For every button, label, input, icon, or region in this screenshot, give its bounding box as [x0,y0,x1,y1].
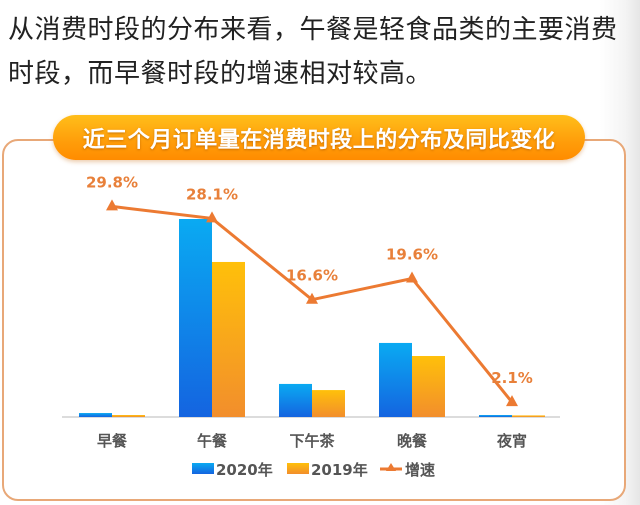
x-tick-label: 午餐 [197,432,228,450]
legend-label-growth: 增速 [405,461,435,479]
legend-swatch-2019 [287,463,309,474]
growth-data-label: 19.6% [386,245,438,263]
intro-line-2: 时段，而早餐时段的增速相对较高。 [8,59,433,89]
growth-data-label: 2.1% [491,369,533,387]
bar-2020 [279,383,312,417]
chart-title: 近三个月订单量在消费时段上的分布及同比变化 [82,127,556,153]
intro-line-1: 从消费时段的分布来看，午餐是轻食品类的主要消费 [8,15,618,45]
growth-marker [306,292,318,304]
growth-marker [206,211,218,223]
x-tick-label: 晚餐 [397,432,428,450]
bar-2019 [412,356,445,417]
growth-series-line [111,204,514,404]
bar-2020 [79,413,112,417]
bar-2020 [479,415,512,417]
growth-data-label: 29.8% [86,173,138,191]
bar-2019 [512,415,545,417]
chart-frame [2,139,626,501]
x-tick-label: 下午茶 [289,432,335,450]
chart-legend: 2020年 2019年 增速 [192,461,435,479]
chart-title-banner: 近三个月订单量在消费时段上的分布及同比变化 [53,115,585,160]
x-tick-label: 早餐 [97,432,128,450]
x-tick-label: 夜宵 [496,432,527,450]
bar-2019 [112,415,145,417]
bar-2020 [179,219,212,417]
legend-swatch-2020 [192,463,214,474]
growth-data-label: 16.6% [286,267,338,285]
growth-marker [406,271,418,283]
legend-label-2020: 2020年 [216,461,273,479]
legend-label-2019: 2019年 [311,461,368,479]
growth-marker [106,199,118,211]
legend-triangle-icon [386,463,396,471]
bar-2019 [212,261,245,417]
growth-data-label: 28.1% [186,185,238,203]
bar-2020 [379,342,412,417]
intro-text: 从消费时段的分布来看，午餐是轻食品类的主要消费 时段，而早餐时段的增速相对较高。 [8,8,640,96]
growth-marker [506,395,518,407]
bar-2019 [312,390,345,417]
